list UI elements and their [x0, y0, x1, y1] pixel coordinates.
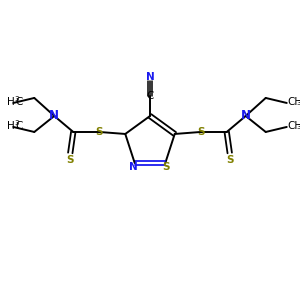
Text: H: H [7, 121, 14, 131]
Text: C: C [16, 97, 23, 107]
Text: C: C [146, 91, 154, 101]
Text: S: S [226, 155, 233, 165]
Text: N: N [241, 110, 251, 122]
Text: S: S [163, 161, 170, 172]
Text: CH: CH [288, 121, 300, 131]
Text: 3: 3 [14, 96, 19, 102]
Text: 3: 3 [14, 120, 19, 126]
Text: H: H [7, 97, 14, 107]
Text: C: C [16, 121, 23, 131]
Text: S: S [197, 127, 205, 137]
Text: N: N [129, 161, 138, 172]
Text: N: N [49, 110, 59, 122]
Text: 3: 3 [297, 124, 300, 130]
Text: CH: CH [288, 97, 300, 107]
Text: 3: 3 [297, 100, 300, 106]
Text: S: S [67, 155, 74, 165]
Text: N: N [146, 72, 154, 82]
Text: S: S [95, 127, 103, 137]
